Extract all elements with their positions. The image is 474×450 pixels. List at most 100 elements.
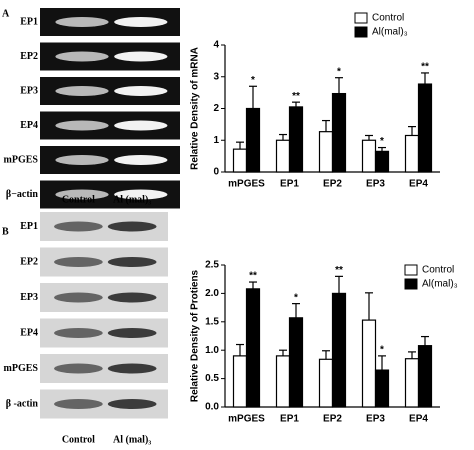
gel-row-label: EP3 bbox=[20, 85, 38, 96]
gel-band bbox=[114, 155, 168, 165]
gel-band bbox=[54, 221, 103, 232]
gel-band bbox=[54, 399, 103, 409]
gel-band bbox=[55, 86, 109, 96]
bar bbox=[374, 369, 390, 408]
legend-swatch bbox=[404, 264, 418, 276]
x-tick-label: EP1 bbox=[280, 179, 299, 190]
y-tick-label: 2 bbox=[213, 103, 219, 114]
gel-row-label: EP2 bbox=[20, 256, 38, 267]
gel-band bbox=[107, 363, 157, 374]
x-tick-label: mPGES bbox=[228, 414, 265, 425]
gel-band bbox=[107, 399, 157, 409]
legend-label: Al(mal)₃ bbox=[422, 279, 458, 290]
panel-letter: A bbox=[2, 8, 10, 19]
gel-band bbox=[55, 189, 109, 200]
bar bbox=[275, 139, 291, 173]
bar bbox=[232, 148, 248, 173]
y-tick-label: 4 bbox=[213, 40, 219, 51]
gel-band bbox=[107, 328, 157, 338]
legend-label: Al(mal)₃ bbox=[372, 27, 408, 38]
y-tick-label: 3 bbox=[213, 71, 219, 82]
y-axis-label: Relative Density of Protiens bbox=[190, 269, 201, 402]
gel-band bbox=[54, 292, 103, 303]
bar bbox=[245, 288, 261, 408]
gel-band bbox=[55, 155, 109, 165]
legend-swatch bbox=[354, 12, 368, 24]
x-tick-label: EP3 bbox=[366, 414, 385, 425]
y-tick-label: 0 bbox=[213, 167, 219, 178]
y-axis-label: Relative Density of mRNA bbox=[190, 47, 201, 170]
y-tick-label: 1.5 bbox=[205, 316, 219, 327]
gel-band bbox=[54, 257, 103, 267]
lane-label-bottom: Al (mal)₃ bbox=[113, 434, 151, 445]
y-tick-label: 0.0 bbox=[205, 402, 219, 413]
panel-letter: B bbox=[2, 226, 9, 237]
gel-band bbox=[107, 221, 157, 232]
gel-band bbox=[114, 120, 168, 131]
gel-band bbox=[54, 363, 103, 374]
bar bbox=[331, 92, 347, 173]
gel-band bbox=[54, 328, 103, 338]
x-tick-label: EP2 bbox=[323, 179, 342, 190]
significance: * bbox=[294, 292, 298, 303]
gel-row-label: β−actin bbox=[6, 189, 39, 200]
gel-row-label: EP4 bbox=[20, 327, 38, 338]
y-tick-label: 2.5 bbox=[205, 260, 219, 271]
legend-swatch bbox=[354, 26, 368, 38]
gel-band bbox=[107, 292, 157, 303]
gel-row-label: EP3 bbox=[20, 292, 38, 303]
gel-band bbox=[55, 120, 109, 131]
gel-band bbox=[107, 257, 157, 267]
x-tick-label: EP1 bbox=[280, 414, 299, 425]
x-tick-label: EP3 bbox=[366, 179, 385, 190]
bar bbox=[318, 358, 334, 408]
bar bbox=[361, 139, 377, 173]
gel-row-label: mPGES bbox=[4, 363, 39, 374]
gel-row-label: EP1 bbox=[20, 221, 38, 232]
y-tick-label: 2.0 bbox=[205, 288, 219, 299]
y-tick-label: 0.5 bbox=[205, 373, 219, 384]
x-tick-label: EP2 bbox=[323, 414, 342, 425]
y-tick-label: 1.0 bbox=[205, 345, 219, 356]
legend-label: Control bbox=[372, 13, 404, 24]
legend-swatch bbox=[404, 278, 418, 290]
bar bbox=[288, 317, 304, 408]
bar bbox=[318, 131, 334, 173]
bar bbox=[275, 355, 291, 408]
gel-row-label: EP2 bbox=[20, 51, 38, 62]
gel-band bbox=[114, 17, 168, 27]
significance: ** bbox=[292, 91, 300, 102]
gel-band bbox=[114, 51, 168, 62]
gel-band bbox=[55, 51, 109, 62]
gel-band bbox=[114, 189, 168, 200]
significance: ** bbox=[421, 62, 429, 73]
significance: ** bbox=[335, 265, 343, 276]
x-tick-label: mPGES bbox=[228, 179, 265, 190]
bar bbox=[404, 134, 420, 173]
gel-band bbox=[55, 17, 109, 27]
significance: * bbox=[380, 136, 384, 147]
lane-label-bottom: Control bbox=[62, 434, 95, 445]
legend-label: Control bbox=[422, 265, 454, 276]
bar bbox=[245, 107, 261, 173]
bar bbox=[331, 292, 347, 408]
bar bbox=[361, 319, 377, 408]
lane-label: Control bbox=[62, 194, 95, 205]
bar bbox=[288, 106, 304, 173]
gel-row-label: EP1 bbox=[20, 16, 38, 27]
bar bbox=[417, 345, 433, 408]
x-tick-label: EP4 bbox=[409, 414, 428, 425]
significance: * bbox=[380, 345, 384, 356]
bar bbox=[404, 358, 420, 408]
x-tick-label: EP4 bbox=[409, 179, 428, 190]
significance: * bbox=[251, 75, 255, 86]
gel-row-label: β -actin bbox=[6, 398, 39, 409]
gel-band bbox=[114, 86, 168, 96]
gel-row-label: EP4 bbox=[20, 120, 38, 131]
significance: * bbox=[337, 66, 341, 77]
bar bbox=[232, 355, 248, 408]
y-tick-label: 1 bbox=[213, 135, 219, 146]
significance: ** bbox=[249, 271, 257, 282]
gel-row-label: mPGES bbox=[4, 154, 39, 165]
